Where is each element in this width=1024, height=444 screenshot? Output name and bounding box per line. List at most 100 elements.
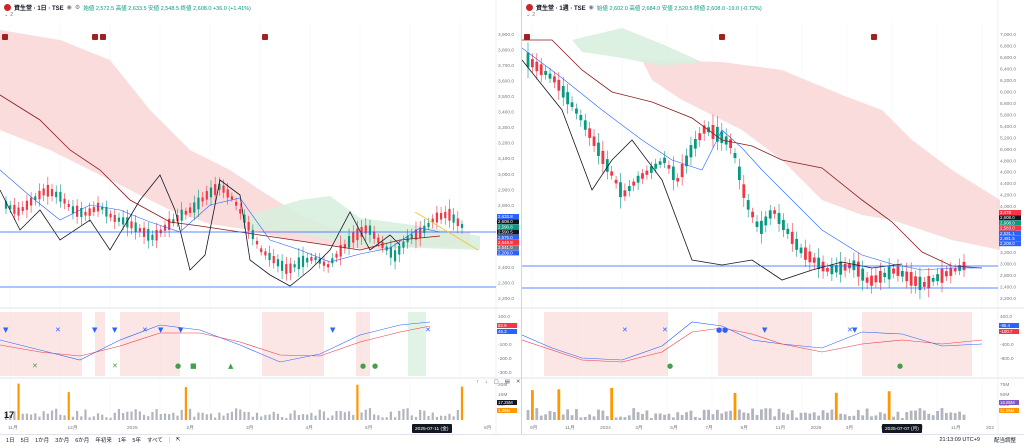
- volume-bar: [786, 414, 790, 420]
- volume-bar: [605, 416, 609, 420]
- event-marker: [92, 34, 98, 40]
- signal-marker-icon: ▼: [92, 326, 98, 334]
- candle-body: [113, 214, 116, 222]
- volume-bar: [285, 417, 288, 420]
- eye-icon[interactable]: ◉: [588, 5, 594, 11]
- volume-bar: [381, 417, 384, 420]
- left-symbol-title[interactable]: 資生堂 · 1日 · TSE: [14, 6, 64, 12]
- volume-tick-label: 10M: [498, 392, 507, 398]
- left-chart-pane[interactable]: 3,900.0 3,800.0 3,700.0 3,600.0 3,500.0 3,400…: [0, 0, 522, 434]
- candle-body: [570, 102, 574, 107]
- candle-body: [260, 248, 263, 253]
- range-button-0[interactable]: 1日: [6, 437, 15, 444]
- candle-body: [188, 207, 192, 213]
- volume-bar: [909, 410, 913, 420]
- range-button-5[interactable]: 年初来: [95, 437, 112, 444]
- candle-body: [306, 257, 309, 263]
- volume-tag: [497, 408, 517, 413]
- right-chart-pane[interactable]: 7,000.0 6,800.0 6,600.0 6,400.0 6,200.0 6,000…: [522, 0, 1024, 434]
- settings-icon[interactable]: ⚙: [74, 5, 81, 11]
- candle-body: [936, 274, 939, 282]
- volume-bar: [226, 413, 229, 420]
- candle-body: [676, 178, 680, 182]
- volume-bar: [142, 414, 146, 420]
- time-axis-label: 2025: [127, 425, 138, 431]
- volume-bar: [548, 410, 552, 420]
- candle-body: [742, 184, 746, 198]
- range-button-6[interactable]: 1年: [117, 437, 127, 444]
- range-button-7[interactable]: 5年: [132, 437, 141, 444]
- candle-body: [896, 266, 900, 276]
- candle-body: [335, 253, 338, 258]
- collapse-icon[interactable]: ▤: [504, 379, 510, 385]
- calendar-range-icon[interactable]: ⇱: [175, 436, 181, 443]
- volume-bar: [865, 408, 869, 420]
- tradingview-logo-icon[interactable]: 17: [4, 410, 15, 420]
- oscillator-tag: [999, 323, 1019, 328]
- left-indicator-toggle[interactable]: ⌄ 2: [4, 12, 14, 18]
- arrow-up-icon[interactable]: ↑: [476, 379, 479, 385]
- volume-bar: [526, 410, 530, 420]
- price-tick-label: 2,300.0: [498, 280, 514, 286]
- close-icon[interactable]: ✕: [515, 379, 521, 385]
- adjust-dividends-toggle[interactable]: 配当調整: [993, 437, 1016, 444]
- candle-body: [255, 240, 259, 245]
- candle-body: [870, 275, 873, 286]
- volume-bar: [649, 417, 653, 420]
- range-button-2[interactable]: 1か月: [35, 437, 50, 444]
- candle-body: [632, 181, 636, 186]
- arrow-down-icon[interactable]: ↓: [484, 379, 488, 385]
- signal-marker-icon: ▼: [158, 326, 164, 334]
- clock-readout[interactable]: 21:13:09 UTC+9: [939, 436, 980, 443]
- volume-bar: [356, 384, 359, 420]
- range-button-1[interactable]: 5日: [20, 437, 30, 444]
- oscillator-tag: [497, 329, 517, 334]
- candle-body: [368, 225, 372, 235]
- maximize-icon[interactable]: ▢: [493, 379, 499, 385]
- right-indicator-toggle[interactable]: ⌄ 2: [526, 12, 536, 18]
- candle-body: [13, 204, 16, 214]
- volume-bar: [172, 412, 175, 420]
- ichimoku-base-line: [522, 39, 983, 269]
- candle-body: [17, 207, 20, 216]
- volume-bar: [914, 410, 917, 420]
- candle-body: [949, 267, 953, 276]
- candle-body: [25, 200, 29, 210]
- oscillator-zone: [120, 312, 180, 376]
- volume-bar: [293, 410, 296, 420]
- range-button-3[interactable]: 3か月: [55, 437, 70, 444]
- candle-body: [737, 166, 741, 181]
- oscillator-tag-label: -85.4: [1000, 323, 1011, 328]
- price-tag: [497, 214, 519, 219]
- volume-bar: [830, 409, 834, 420]
- price-tick-label: 4,600.0: [1000, 170, 1016, 176]
- right-symbol-title[interactable]: 資生堂 · 1週 · TSE: [536, 6, 586, 12]
- eye-icon[interactable]: ◉: [66, 5, 72, 11]
- candle-body: [117, 217, 121, 222]
- right-chart-canvas[interactable]: 7,000.0 6,800.0 6,600.0 6,400.0 6,200.0 6,000…: [522, 0, 1024, 434]
- candle-body: [134, 222, 137, 233]
- volume-bar: [398, 410, 401, 420]
- volume-bar: [147, 416, 150, 420]
- volume-bar: [163, 413, 167, 420]
- candle-body: [777, 213, 781, 224]
- candle-body: [588, 128, 592, 138]
- price-tick-label: 3,300.0: [498, 125, 514, 131]
- range-button-4[interactable]: 6か月: [75, 437, 90, 444]
- volume-bar: [456, 410, 459, 420]
- candle-body: [649, 166, 653, 173]
- price-tag-label: 2,548.8: [498, 240, 513, 245]
- left-chart-canvas[interactable]: 3,900.0 3,800.0 3,700.0 3,600.0 3,500.0 3,400…: [0, 0, 522, 434]
- candle-body: [623, 190, 627, 197]
- candle-body: [768, 210, 772, 219]
- signal-marker-icon: ●: [360, 362, 366, 370]
- volume-bar: [138, 411, 141, 420]
- range-button-8[interactable]: すべて: [146, 437, 163, 444]
- volume-bar: [389, 411, 392, 420]
- volume-bar: [122, 413, 125, 420]
- candle-body: [448, 208, 451, 221]
- volume-bar: [130, 411, 133, 420]
- volume-bar: [30, 414, 33, 420]
- candle-body: [423, 225, 426, 233]
- candle-body: [301, 255, 305, 267]
